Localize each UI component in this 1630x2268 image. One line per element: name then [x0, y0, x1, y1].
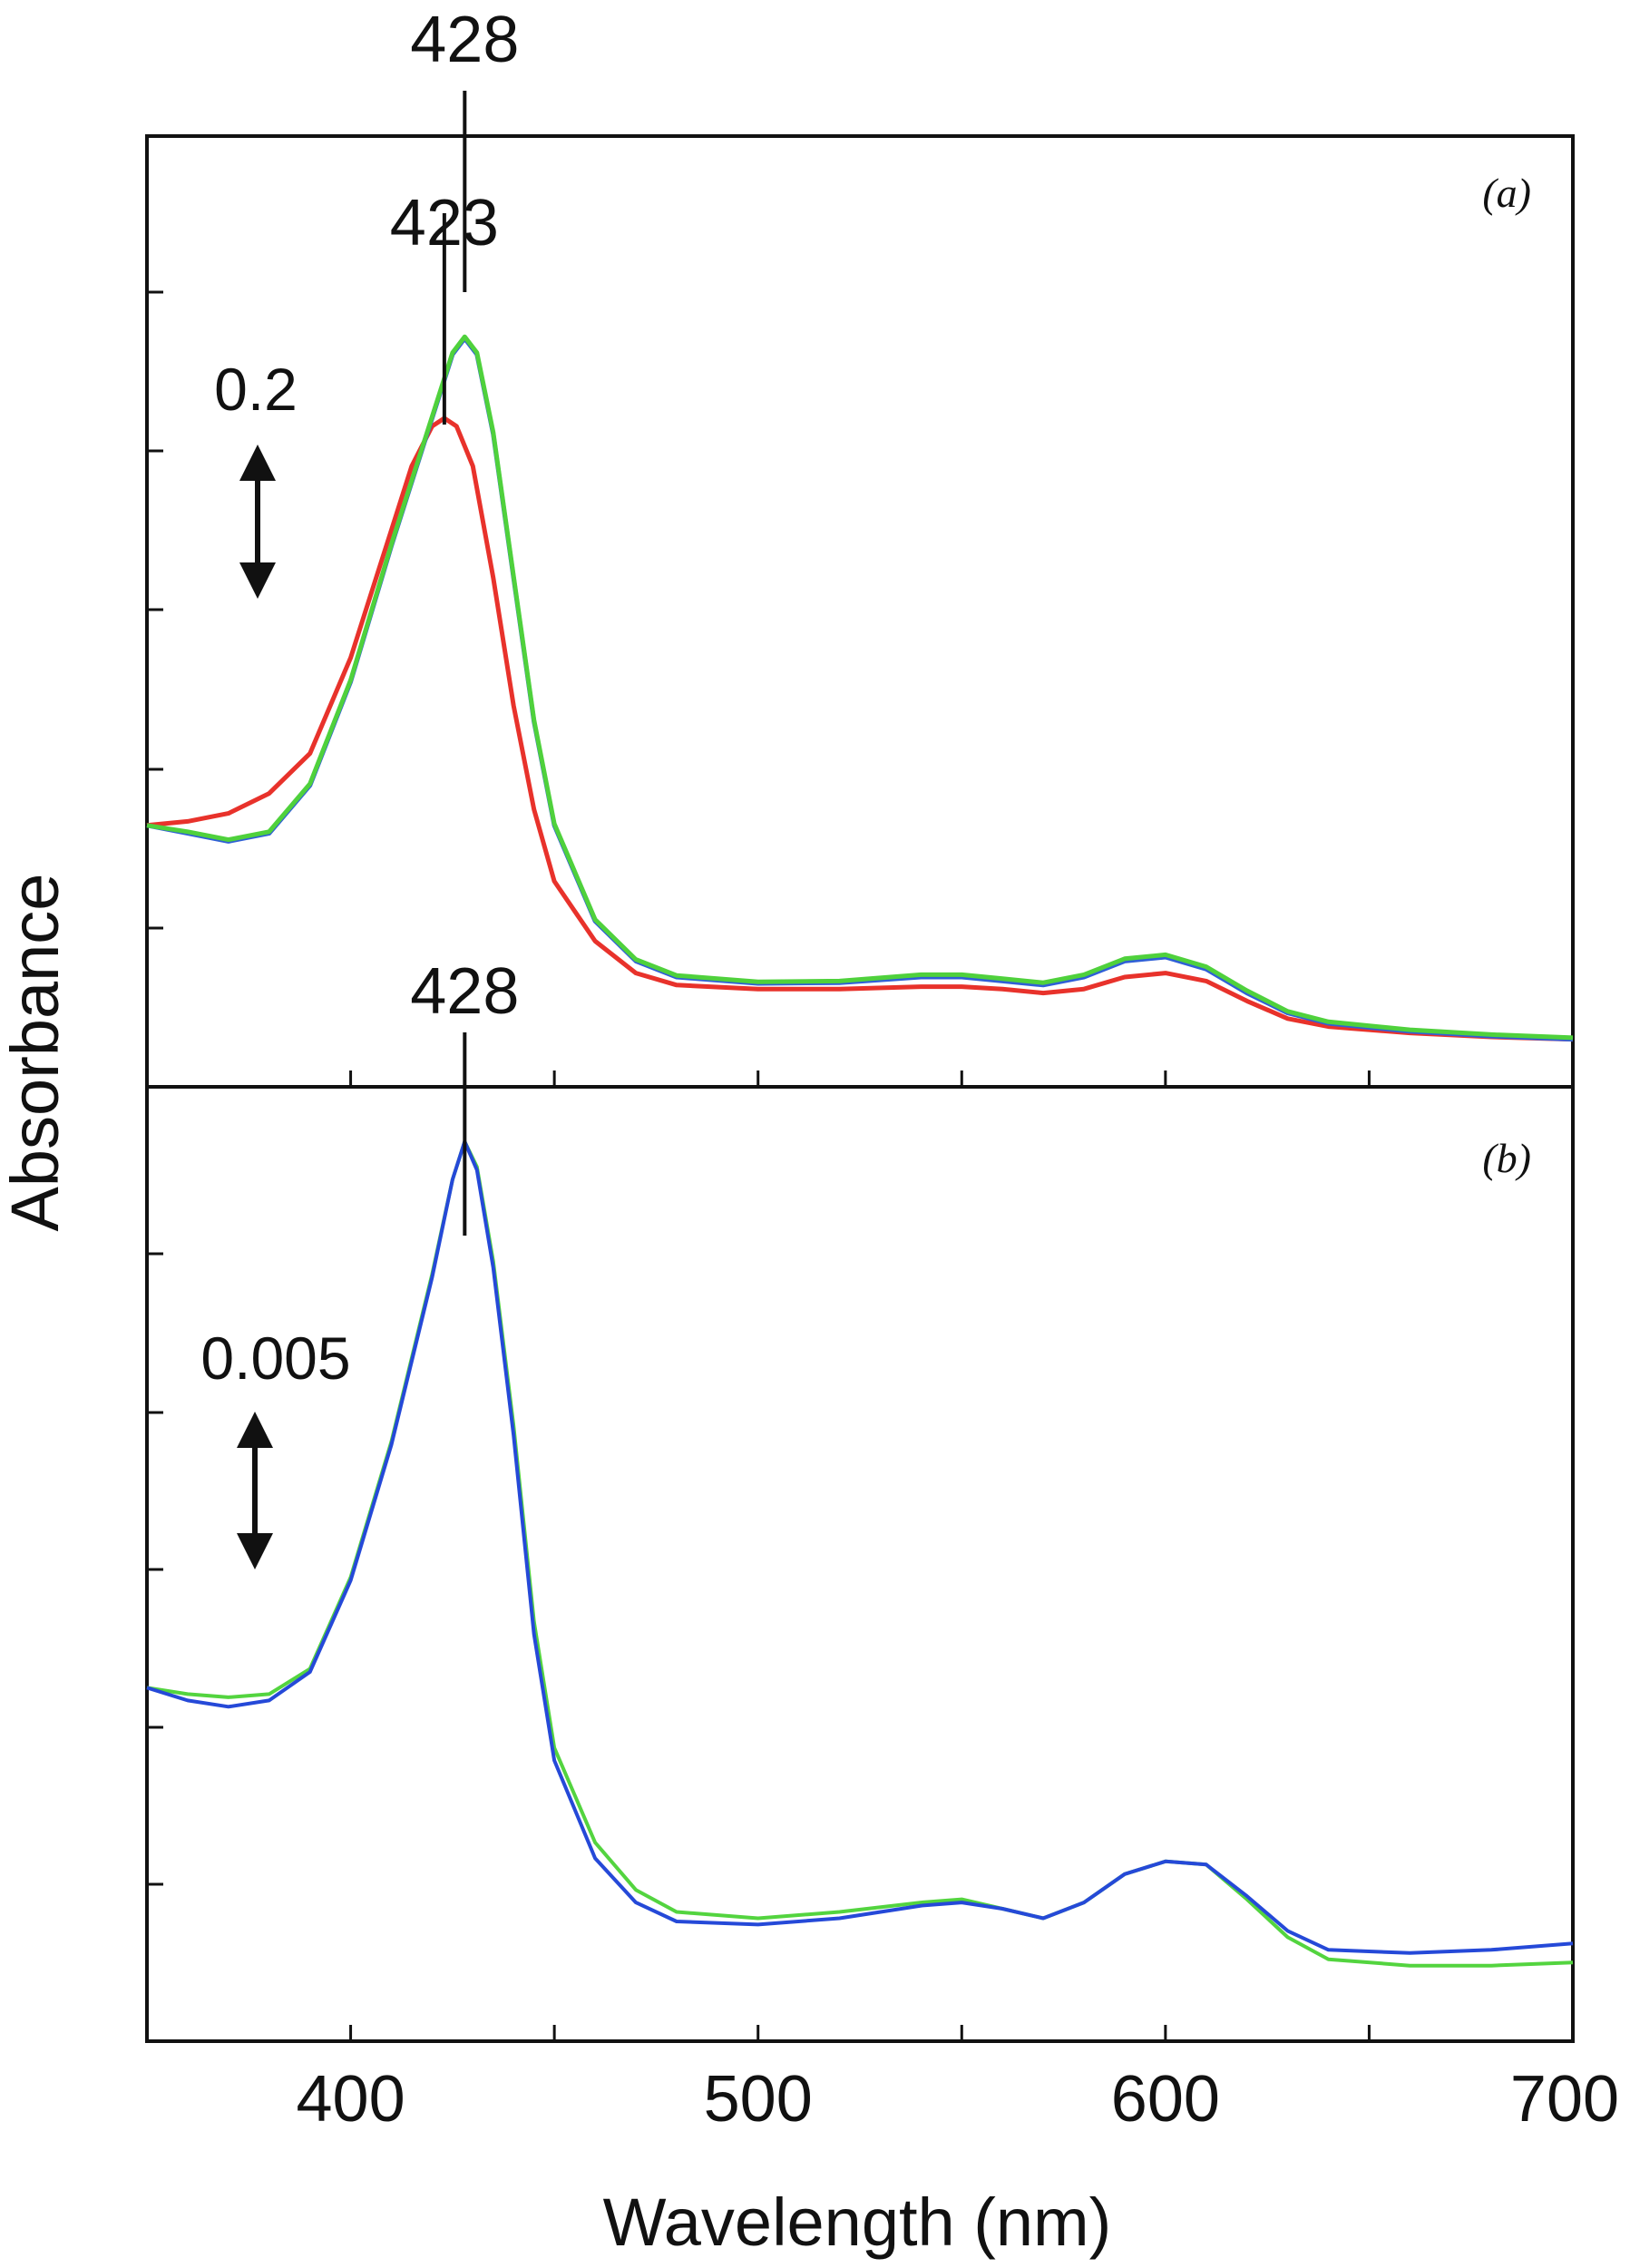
- peak-marker-label: 423: [390, 187, 499, 259]
- x-tick-label: 700: [1510, 2063, 1619, 2136]
- scale-bar-b-arrow: [237, 1412, 273, 1569]
- y-axis-label: Absorbance: [0, 874, 73, 1232]
- scale-bar-b-label: 0.005: [200, 1325, 350, 1392]
- panel-a-ticks: [147, 290, 1371, 1087]
- x-tick-label: 400: [297, 2063, 405, 2136]
- x-tick-label: 500: [704, 2063, 813, 2136]
- x-tick-label: 600: [1111, 2063, 1220, 2136]
- panel-a-series-line-2: [146, 336, 1574, 1042]
- panel-b-series-line-1: [146, 1139, 1574, 1968]
- panel-b-label: (b): [1482, 1135, 1531, 1181]
- panel-b-frame: [145, 1085, 1575, 2043]
- panel-a-series: [146, 334, 1574, 1042]
- scale-bar-a-arrow: [239, 445, 276, 599]
- panel-b-series: [146, 1139, 1574, 1968]
- panel-a-series-line-1: [146, 415, 1574, 1042]
- peak-markers: 423 428 428: [390, 4, 519, 1236]
- panel-b-series-line-2: [146, 1139, 1574, 1955]
- peak-marker-label: 428: [410, 955, 519, 1028]
- scale-bar-a-label: 0.2: [214, 356, 298, 423]
- x-axis-label: Wavelength (nm): [603, 2185, 1112, 2260]
- panel-a-frame: [145, 134, 1575, 1089]
- panel-b-ticks: [147, 1252, 1371, 2041]
- panel-a-series-line-3: [146, 334, 1574, 1041]
- x-tick-labels: 400 500 600 700: [297, 2063, 1620, 2136]
- peak-marker-label: 428: [410, 4, 519, 76]
- panel-a-label: (a): [1482, 170, 1531, 216]
